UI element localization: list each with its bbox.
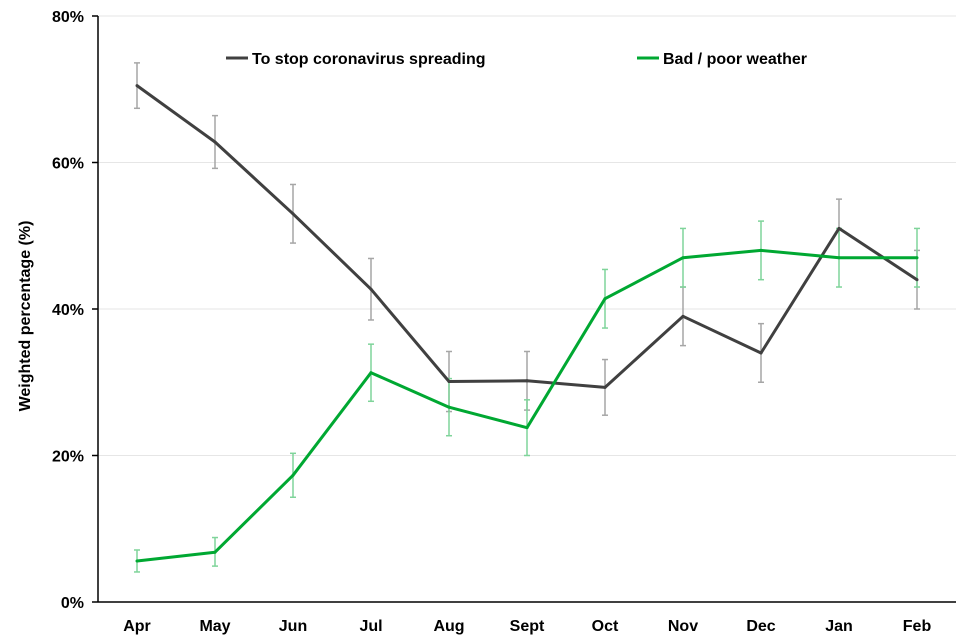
data-point-series-0 [447, 380, 451, 384]
data-point-series-0 [915, 278, 919, 282]
x-tick-labels: Apr May Jun Jul Aug Sept Oct Nov Dec Jan Feb [123, 618, 931, 635]
data-point-series-1 [915, 256, 919, 260]
data-point-series-1 [525, 426, 529, 430]
x-tick-label: Dec [746, 618, 775, 635]
y-axis-title: Weighted percentage (%) [17, 221, 34, 412]
data-point-series-0 [681, 314, 685, 318]
series-lines [135, 84, 919, 563]
y-tick-label: 40% [52, 302, 84, 319]
series-line-0 [136, 84, 918, 389]
data-point-series-1 [603, 297, 607, 301]
data-point-series-0 [213, 140, 217, 144]
x-tick-label: Jun [279, 618, 307, 635]
x-tick-label: Oct [592, 618, 619, 635]
legend-label-series-0: To stop coronavirus spreading [252, 51, 486, 68]
data-point-series-0 [369, 287, 373, 291]
x-tick-label: Nov [668, 618, 698, 635]
y-tick-label: 20% [52, 449, 84, 466]
y-tick-label: 0% [61, 595, 84, 612]
x-tick-label: May [199, 618, 230, 635]
y-tick-labels: 0% 20% 40% 60% 80% [52, 9, 98, 612]
data-point-series-1 [759, 248, 763, 252]
x-tick-label: Aug [433, 618, 464, 635]
data-point-series-0 [135, 84, 139, 88]
y-tick-label: 80% [52, 9, 84, 26]
legend: To stop coronavirus spreading Bad / poor… [226, 51, 807, 68]
x-tick-label: Jan [825, 618, 853, 635]
data-point-series-1 [369, 371, 373, 375]
data-point-series-1 [681, 256, 685, 260]
y-tick-label: 60% [52, 156, 84, 173]
legend-label-series-1: Bad / poor weather [663, 51, 807, 68]
x-tick-label: Sept [510, 618, 545, 635]
data-point-series-0 [837, 226, 841, 230]
data-point-series-0 [291, 212, 295, 216]
x-tick-label: Jul [359, 618, 382, 635]
data-point-series-0 [603, 385, 607, 389]
data-point-series-1 [837, 256, 841, 260]
error-bars [134, 62, 920, 573]
x-tick-label: Apr [123, 618, 151, 635]
data-point-series-1 [213, 550, 217, 554]
data-point-series-1 [135, 559, 139, 563]
data-point-series-1 [291, 473, 295, 477]
data-point-series-0 [759, 351, 763, 355]
data-point-series-1 [447, 405, 451, 409]
data-point-series-0 [525, 379, 529, 383]
x-tick-label: Feb [903, 618, 932, 635]
